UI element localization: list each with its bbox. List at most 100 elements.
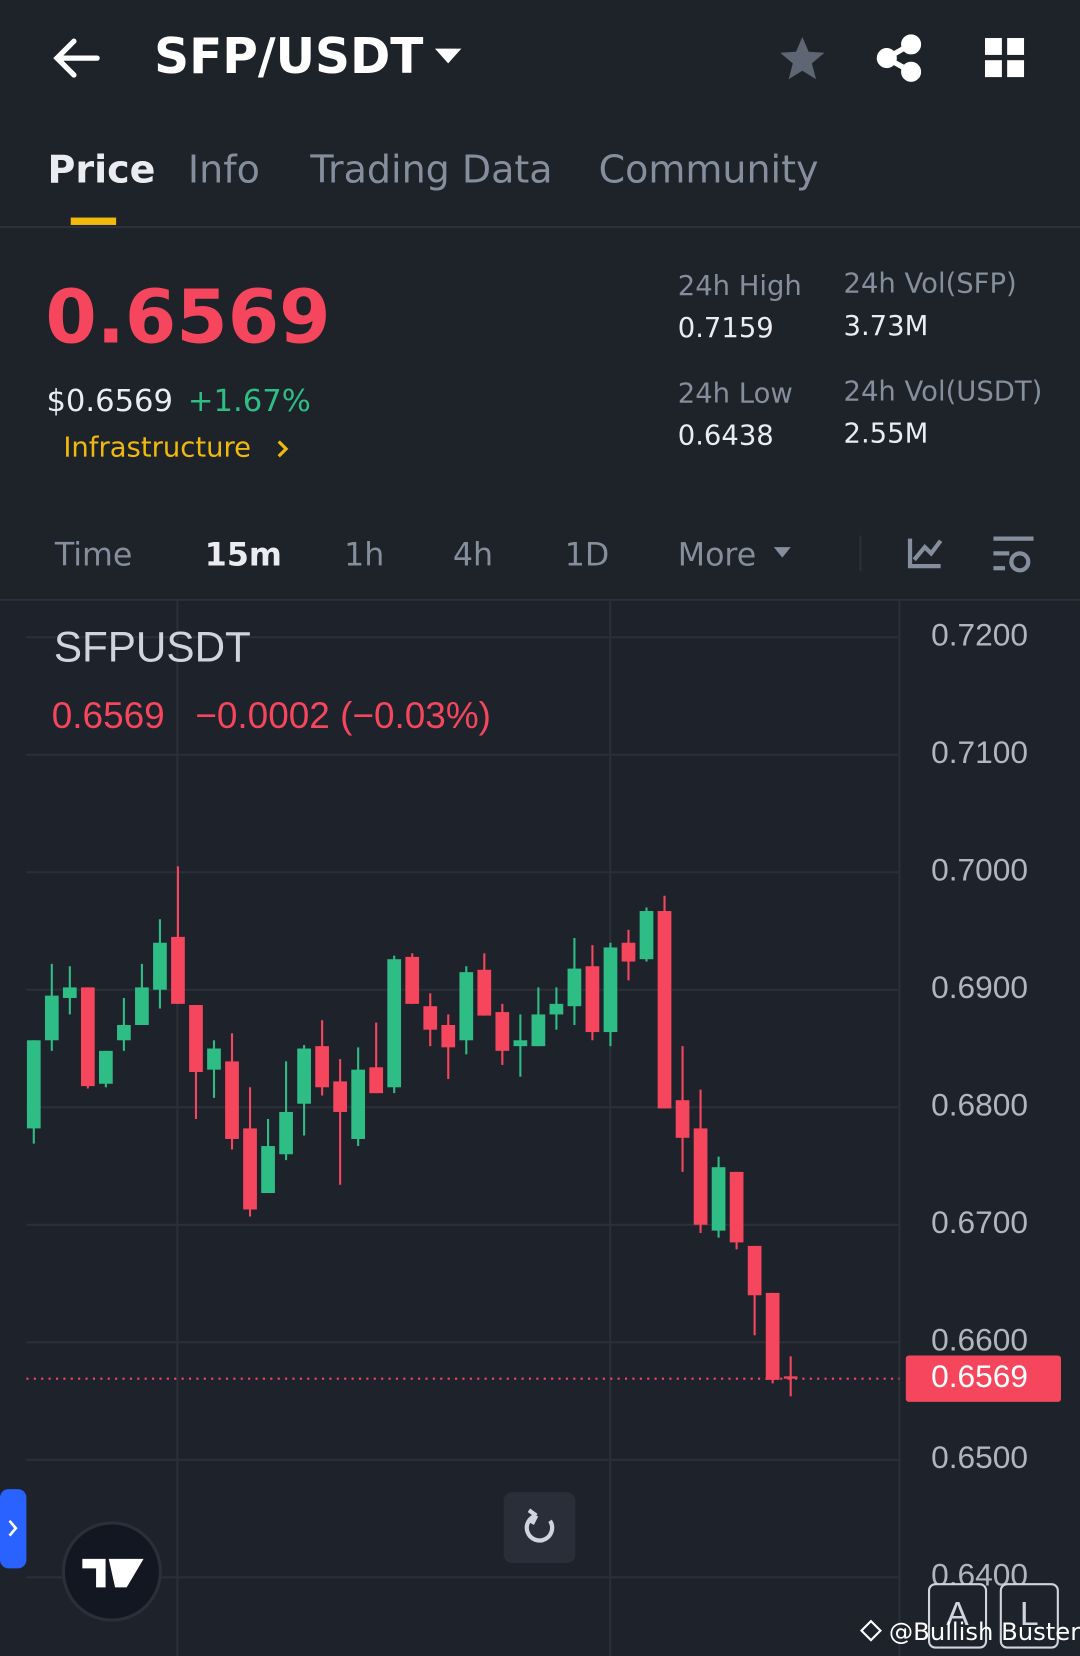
candle-body xyxy=(369,1067,384,1094)
interval[interactable]: 1D xyxy=(565,538,610,574)
stat-label: 24h Vol(USDT) xyxy=(844,376,1043,407)
candle-body xyxy=(675,1100,690,1138)
candle-body xyxy=(171,936,185,1004)
auto-label: A xyxy=(946,1595,969,1633)
auto-scale-button[interactable] xyxy=(927,1583,988,1649)
y-tick-label: 0.6800 xyxy=(931,1087,1028,1123)
candle-body xyxy=(44,995,59,1041)
candle-body xyxy=(315,1046,329,1088)
interval[interactable]: More xyxy=(678,538,756,574)
interval[interactable]: 4h xyxy=(453,538,493,574)
tab[interactable]: Trading Data xyxy=(309,148,552,192)
reset-button[interactable] xyxy=(503,1492,576,1564)
candle-body xyxy=(225,1061,239,1139)
interval[interactable]: 1h xyxy=(344,538,384,574)
tab-indicator xyxy=(70,217,117,225)
stat-value: 3.73M xyxy=(844,311,929,342)
legend-change: −0.0002 (−0.03%) xyxy=(195,695,491,736)
stat-value: 0.6438 xyxy=(678,421,774,452)
candle-body xyxy=(99,1050,113,1084)
candle-body xyxy=(207,1048,221,1070)
side-panel-toggle[interactable] xyxy=(0,1489,27,1569)
price-change: +1.67% xyxy=(188,384,311,419)
y-tick-label: 0.6600 xyxy=(931,1322,1028,1358)
stat-label: 24h Low xyxy=(678,378,793,409)
candle-body xyxy=(351,1069,366,1139)
y-tick-label: 0.7000 xyxy=(931,852,1028,888)
back-button[interactable] xyxy=(53,38,100,78)
candle-body xyxy=(333,1081,348,1112)
candle-body xyxy=(243,1128,257,1210)
chevron xyxy=(277,440,289,458)
tab[interactable]: Price xyxy=(48,148,156,192)
candlestick-chart: 0.7200 0.7100 0.7000 0.6900 0.6800 0.6700 0.66… xyxy=(26,617,1061,1593)
menu-icon[interactable] xyxy=(984,38,1025,78)
candle-body xyxy=(423,1006,438,1030)
log-label: L xyxy=(1020,1595,1039,1633)
settings-icon[interactable] xyxy=(993,536,1034,573)
indicator-icon[interactable] xyxy=(907,538,943,569)
chart-title: SFPUSDT xyxy=(54,624,251,671)
candle-body xyxy=(441,1025,456,1048)
candle-body xyxy=(80,987,95,1087)
candle-body xyxy=(153,942,167,990)
candle-body xyxy=(693,1128,708,1225)
watermark-logo xyxy=(859,1619,882,1642)
favorite-icon[interactable] xyxy=(780,36,825,80)
y-tick-label: 0.6900 xyxy=(931,969,1028,1005)
candle-body xyxy=(459,972,474,1041)
tab[interactable]: Info xyxy=(188,148,260,192)
candle-body xyxy=(639,911,654,960)
y-tick-label: 0.7200 xyxy=(931,617,1028,653)
candle-body xyxy=(387,959,402,1088)
candle-body xyxy=(747,1245,762,1296)
y-tick-label: 0.7100 xyxy=(931,734,1028,770)
legend-close: 0.6569 xyxy=(52,695,165,736)
sector-link[interactable]: Infrastructure xyxy=(63,432,251,463)
logo-mark xyxy=(82,1558,144,1588)
interval[interactable]: 15m xyxy=(205,538,282,574)
usd-price: $0.6569 xyxy=(46,384,173,419)
candle-body xyxy=(603,947,618,1033)
candle-body xyxy=(495,1012,510,1051)
candle-body xyxy=(117,1025,131,1041)
stat-value: 0.7159 xyxy=(678,313,774,344)
stat-value: 2.55M xyxy=(844,419,929,450)
candle-body xyxy=(657,911,672,1109)
chevron xyxy=(8,1519,18,1537)
candle-body xyxy=(477,969,492,1016)
candle-body xyxy=(297,1048,311,1104)
candle-body xyxy=(531,1014,546,1047)
more-dropdown xyxy=(773,547,791,558)
pair-title[interactable]: SFP/USDT xyxy=(154,29,423,85)
candle-body xyxy=(621,942,636,962)
last-price-tag xyxy=(905,1355,1061,1402)
candle-body xyxy=(26,1040,41,1129)
candle-body xyxy=(189,1005,203,1073)
stat-label: 24h High xyxy=(678,271,802,302)
pair-dropdown[interactable] xyxy=(434,48,462,64)
candle-body xyxy=(765,1292,780,1380)
last-price-label: 0.6569 xyxy=(931,1358,1028,1394)
candle-body xyxy=(405,956,420,1004)
watermark: @Bullish Buster xyxy=(889,1617,1080,1646)
candle-body xyxy=(783,1376,798,1379)
candle-body xyxy=(729,1171,744,1243)
interval[interactable]: Time xyxy=(54,538,132,574)
candle-body xyxy=(279,1111,293,1155)
candle-body xyxy=(261,1146,275,1194)
share-icon[interactable] xyxy=(876,34,922,82)
candle-body xyxy=(135,987,149,1026)
candle-body xyxy=(62,987,77,998)
y-tick-label: 0.6700 xyxy=(931,1204,1028,1240)
stat-label: 24h Vol(SFP) xyxy=(844,269,1017,300)
log-scale-button[interactable] xyxy=(999,1583,1059,1649)
tab[interactable]: Community xyxy=(599,148,819,192)
reset-icon xyxy=(524,1508,555,1543)
candle-body xyxy=(567,968,582,1007)
candle-body xyxy=(513,1040,528,1047)
candle-body xyxy=(711,1167,726,1231)
last-price: 0.6569 xyxy=(45,275,330,361)
